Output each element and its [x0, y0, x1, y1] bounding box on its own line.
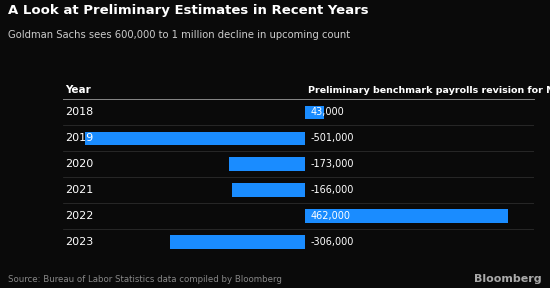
Text: Goldman Sachs sees 600,000 to 1 million decline in upcoming count: Goldman Sachs sees 600,000 to 1 million … [8, 30, 350, 40]
Text: -166,000: -166,000 [310, 185, 354, 195]
Text: 2018: 2018 [65, 107, 94, 117]
Text: Bloomberg: Bloomberg [474, 274, 542, 284]
Text: -306,000: -306,000 [310, 237, 354, 247]
Text: 2019: 2019 [65, 133, 94, 143]
Bar [229, 158, 305, 171]
Text: 2020: 2020 [65, 159, 94, 169]
Bar [170, 235, 305, 249]
Text: 2023: 2023 [65, 237, 94, 247]
Text: 462,000: 462,000 [310, 211, 350, 221]
Text: 2021: 2021 [65, 185, 94, 195]
Text: Source: Bureau of Labor Statistics data compiled by Bloomberg: Source: Bureau of Labor Statistics data … [8, 275, 282, 284]
Text: -501,000: -501,000 [310, 133, 354, 143]
Text: 43,000: 43,000 [310, 107, 344, 117]
Text: A Look at Preliminary Estimates in Recent Years: A Look at Preliminary Estimates in Recen… [8, 4, 369, 17]
Bar [305, 106, 324, 119]
Text: Year: Year [65, 86, 91, 96]
Bar [232, 183, 305, 197]
Bar [85, 132, 305, 145]
Text: 2022: 2022 [65, 211, 94, 221]
Bar [305, 209, 508, 223]
Text: Preliminary benchmark payrolls revision for March of that year: Preliminary benchmark payrolls revision … [308, 86, 550, 96]
Text: -173,000: -173,000 [310, 159, 354, 169]
